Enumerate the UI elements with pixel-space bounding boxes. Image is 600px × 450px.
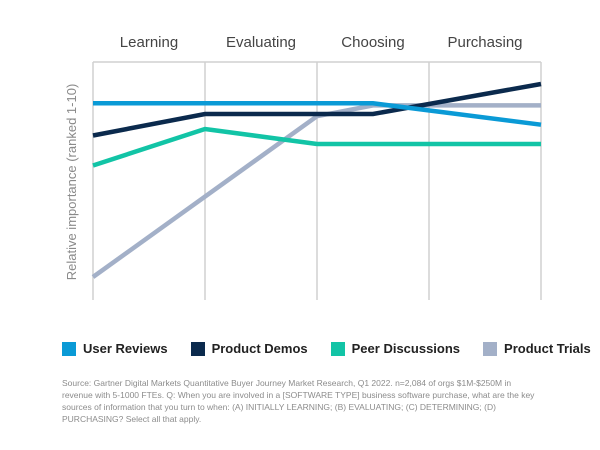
legend-label: Product Demos <box>211 341 308 356</box>
legend-item-user-reviews: User Reviews <box>62 341 168 356</box>
legend-item-product-trials: Product Trials <box>483 341 591 356</box>
category-labels: Learning Evaluating Choosing Purchasing <box>120 34 523 51</box>
source-footnote: Source: Gartner Digital Markets Quantita… <box>62 378 535 424</box>
category-label: Evaluating <box>226 34 296 51</box>
y-axis-label: Relative importance (ranked 1-10) <box>64 84 79 281</box>
legend-swatch <box>62 341 76 356</box>
legend-swatch <box>330 341 345 356</box>
chart-legend: User Reviews Product Demos Peer Discussi… <box>62 341 591 356</box>
series-line-user-reviews <box>93 101 542 127</box>
line-chart: Learning Evaluating Choosing Purchasing Rel… <box>64 34 542 300</box>
legend-item-peer-discussions: Peer Discussions <box>330 341 461 356</box>
series-line-product-trials <box>91 103 541 279</box>
category-label: Purchasing <box>447 34 522 51</box>
chart-series <box>91 81 542 279</box>
legend-swatch <box>190 341 205 356</box>
legend-swatch <box>483 341 498 356</box>
legend-item-product-demos: Product Demos <box>190 341 308 356</box>
legend-label: Peer Discussions <box>351 341 461 356</box>
legend-label: Product Trials <box>504 341 591 356</box>
category-label: Learning <box>120 34 178 51</box>
series-line-peer-discussions <box>92 126 541 168</box>
legend-label: User Reviews <box>83 341 168 356</box>
category-label: Choosing <box>341 34 404 51</box>
series-line-product-demos <box>92 81 542 138</box>
